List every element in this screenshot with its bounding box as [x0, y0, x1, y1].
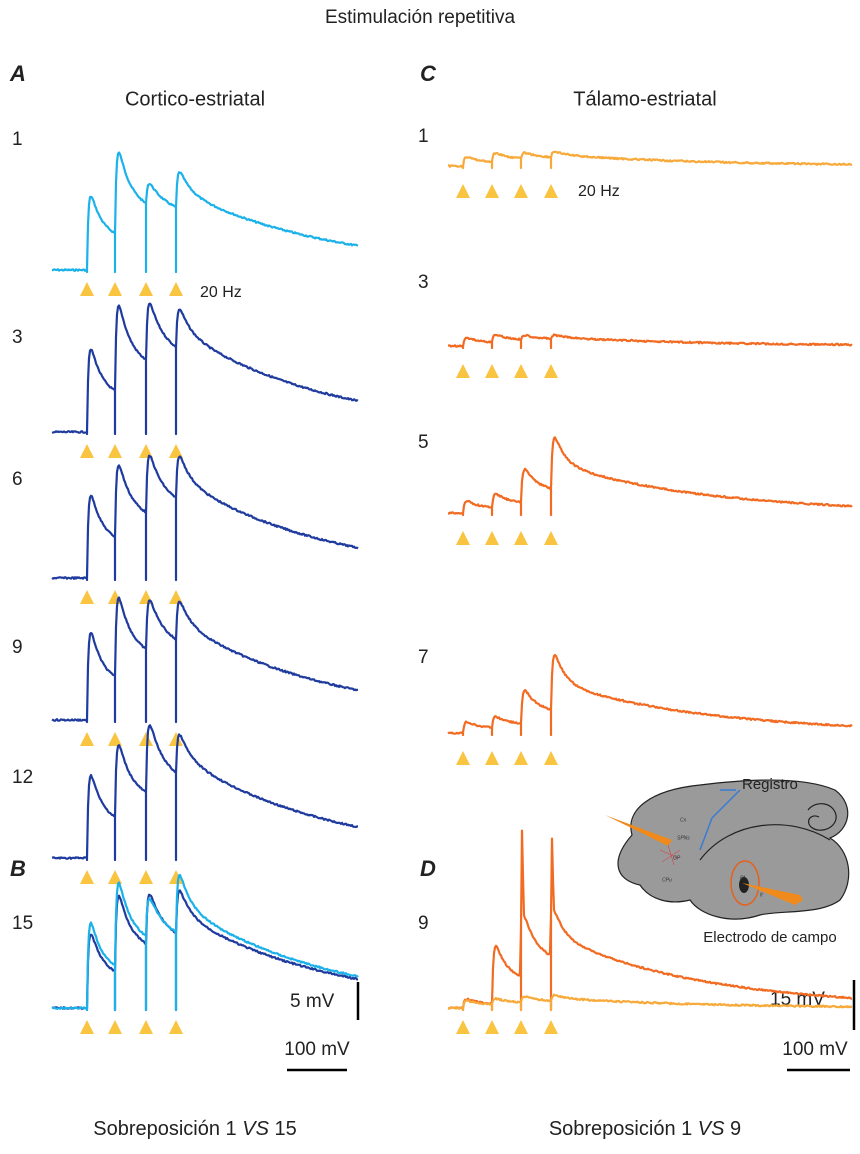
row-label: 3	[12, 327, 23, 348]
stimulus-marker	[514, 751, 528, 765]
trace	[52, 456, 358, 580]
stimulus-marker	[169, 1020, 183, 1034]
stimulus-marker	[514, 364, 528, 378]
stimulus-marker	[80, 444, 94, 458]
stimulus-marker	[514, 531, 528, 545]
region-label: Pf	[740, 875, 745, 881]
row-label: 5	[418, 432, 429, 453]
scale-x-label: 100 mV	[782, 1039, 848, 1060]
stimulus-marker	[456, 364, 470, 378]
row-label: 12	[12, 767, 33, 788]
stimulus-marker	[485, 364, 499, 378]
caption-part: 9	[724, 1118, 741, 1140]
row-label: 3	[418, 272, 429, 293]
stimulus-marker	[544, 531, 558, 545]
caption: Sobreposición 1 VS 15	[93, 1118, 296, 1140]
stimulus-marker	[80, 282, 94, 296]
trace	[448, 335, 852, 349]
trace	[52, 598, 358, 723]
region-label: GP	[673, 855, 681, 861]
brain-inset: Registro Electrodo de campo Cx SPNs GP C…	[605, 776, 849, 946]
row-label: 9	[12, 637, 23, 658]
stimulus-marker	[514, 184, 528, 198]
stimulus-marker	[108, 1020, 122, 1034]
panel-letter: C	[420, 61, 437, 86]
stimulus-marker	[544, 364, 558, 378]
row-label: 7	[418, 647, 429, 668]
panel-title: Tálamo-estriatal	[573, 88, 716, 110]
row-label: 1	[418, 126, 429, 147]
panel-letter: A	[9, 61, 26, 86]
panel-letter: B	[10, 856, 26, 881]
stimulus-marker	[514, 1020, 528, 1034]
trace	[52, 725, 358, 860]
stimulus-marker	[139, 732, 153, 746]
caption-part: VS	[242, 1118, 269, 1140]
caption-part: VS	[698, 1118, 725, 1140]
inset-label: Registro	[742, 776, 798, 793]
stimulus-marker	[456, 184, 470, 198]
stimulus-marker	[485, 184, 499, 198]
trace	[448, 655, 852, 735]
stimulus-marker	[80, 1020, 94, 1034]
stimulus-marker	[80, 590, 94, 604]
trace	[448, 437, 852, 515]
stimulus-marker	[456, 1020, 470, 1034]
inset-label: Electrodo de campo	[703, 929, 836, 946]
region-label: fr	[760, 892, 763, 898]
stimulus-marker	[108, 282, 122, 296]
panel-letter: D	[420, 856, 436, 881]
stimulus-marker	[108, 444, 122, 458]
stimulus-marker	[169, 282, 183, 296]
stimulus-marker	[544, 184, 558, 198]
stimulus-marker	[456, 531, 470, 545]
stimulus-marker	[485, 1020, 499, 1034]
caption-part: 15	[269, 1118, 297, 1140]
frequency-label: 20 Hz	[578, 183, 620, 200]
scale-y-label: 5 mV	[290, 991, 335, 1012]
stimulus-marker	[139, 870, 153, 884]
panel-title: Cortico-estriatal	[125, 88, 265, 110]
stimulus-marker	[139, 1020, 153, 1034]
stimulus-marker	[544, 751, 558, 765]
stimulus-marker	[485, 751, 499, 765]
region-label: Cx	[680, 817, 687, 823]
trace	[448, 152, 852, 168]
stimulus-marker	[456, 751, 470, 765]
trace	[52, 875, 358, 1010]
row-label: 1	[12, 129, 23, 150]
row-label: 6	[12, 469, 23, 490]
stimulus-marker	[80, 732, 94, 746]
caption: Sobreposición 1 VS 9	[549, 1118, 741, 1140]
region-label: SPNs	[677, 835, 690, 841]
row-label: 15	[12, 913, 33, 934]
row-label: 9	[418, 913, 429, 934]
stimulus-marker	[80, 870, 94, 884]
frequency-label: 20 Hz	[200, 284, 242, 301]
caption-part: Sobreposición 1	[93, 1118, 242, 1140]
stimulus-marker	[139, 282, 153, 296]
brain	[618, 780, 849, 919]
stimulus-marker	[485, 531, 499, 545]
figure: Estimulación repetitiva A Cortico-estria…	[0, 0, 860, 1154]
stimulus-marker	[544, 1020, 558, 1034]
trace	[52, 304, 358, 434]
trace	[52, 153, 358, 272]
scale-x-label: 100 mV	[284, 1039, 350, 1060]
figure-title: Estimulación repetitiva	[325, 7, 516, 28]
stimulus-marker	[108, 732, 122, 746]
region-label: CPu	[662, 877, 672, 883]
caption-part: Sobreposición 1	[549, 1118, 698, 1140]
